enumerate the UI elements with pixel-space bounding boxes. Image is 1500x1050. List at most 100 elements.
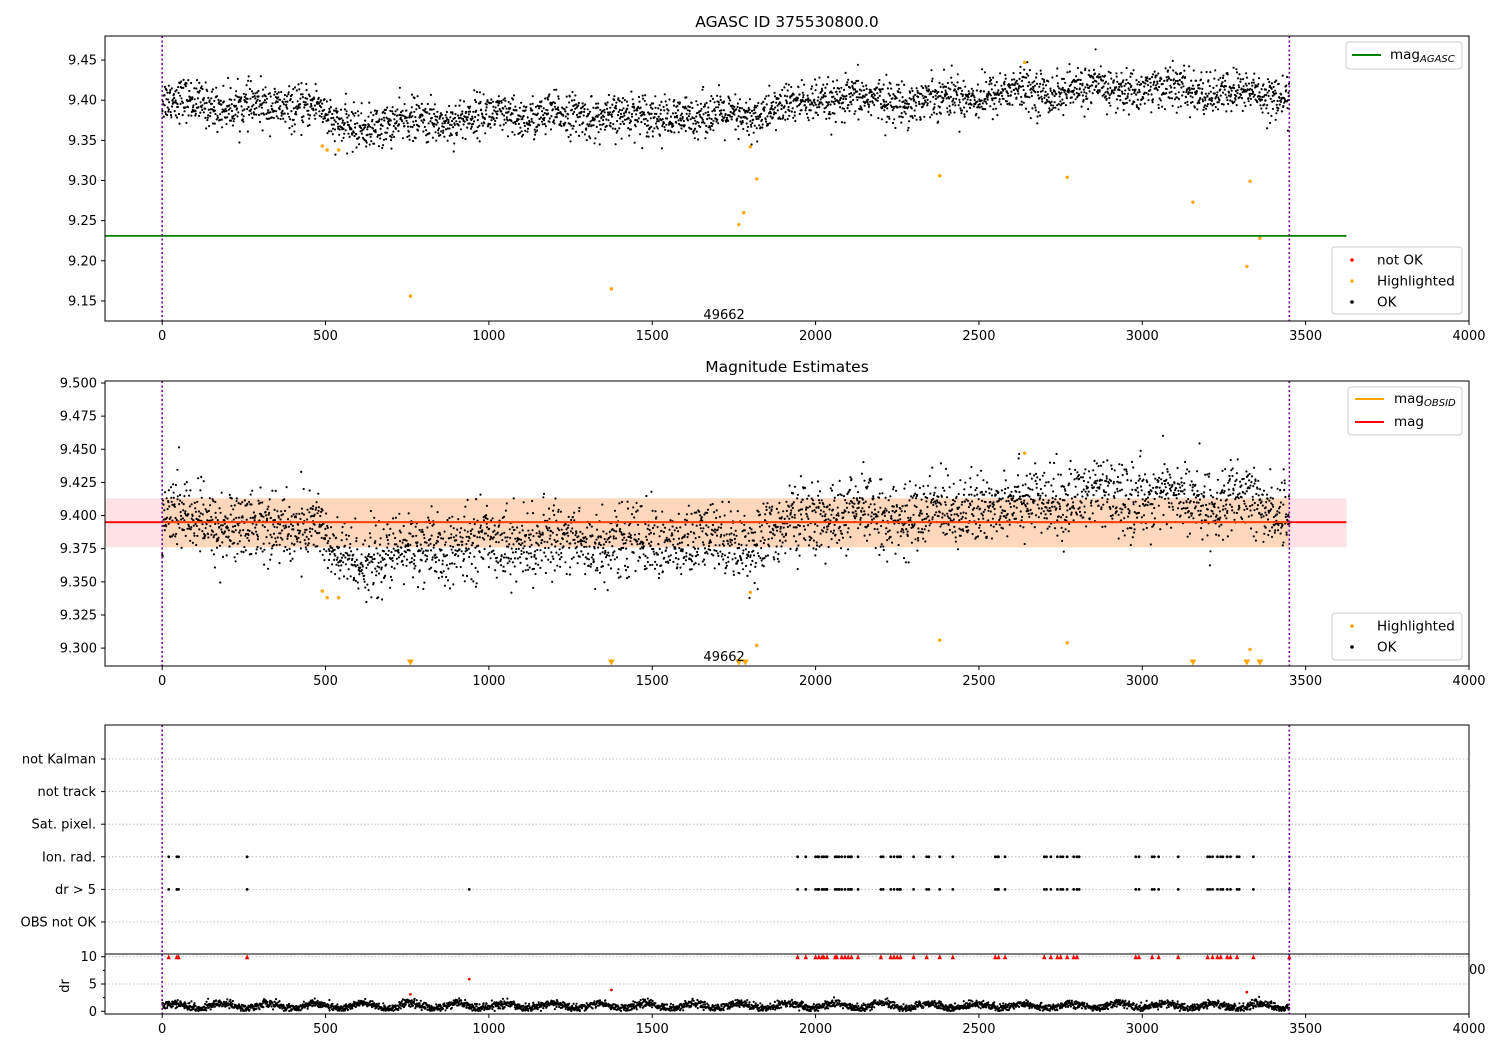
- chart-3-flag-point: [1065, 888, 1069, 891]
- chart-4-marker-triangle: [1071, 954, 1076, 960]
- chart-3-flag-point: [804, 888, 808, 891]
- chart-3-flag-point: [850, 855, 853, 859]
- chart-3-flag-point: [1229, 888, 1232, 891]
- chart-2-legend-point-swatch: [1350, 645, 1354, 649]
- chart-1-xtick-label: 3000: [1126, 329, 1159, 344]
- chart-3-flag-point: [895, 888, 899, 891]
- chart-4-marker-triangle: [849, 954, 854, 960]
- chart-4-marker-triangle: [1002, 954, 1008, 960]
- chart-3-flag-point: [840, 888, 844, 891]
- chart-4-marker-triangle: [1042, 954, 1047, 960]
- chart-3-flag-point: [1221, 888, 1225, 891]
- chart-3-flag-point: [843, 888, 847, 891]
- chart-2-plot: 49662 0 500 1000 1500 2000 2500 3000 3500 4000 9.3…: [60, 376, 1486, 689]
- chart-3-flag-point: [177, 855, 180, 859]
- chart-2-ytick-label: 9.400: [60, 509, 97, 524]
- chart-3-flag-point: [927, 888, 931, 891]
- chart-1-ytick-label: 9.20: [68, 254, 97, 269]
- chart-1-point-highlighted: [1065, 175, 1069, 179]
- chart-3-ytick-label: Ion. rad.: [42, 850, 96, 865]
- chart-3-flag-point: [1237, 888, 1241, 891]
- chart-3-flag-point: [1219, 888, 1223, 891]
- chart-4-marker-triangle: [1133, 954, 1138, 960]
- chart-1-points-legend: [1331, 246, 1463, 315]
- chart-3-flag-point: [1150, 855, 1154, 859]
- chart-4-marker-triangle: [924, 954, 929, 960]
- chart-4-ytick-label: 0: [89, 1005, 97, 1020]
- chart-3-ytick-label: Sat. pixel.: [32, 818, 96, 833]
- chart-2-marker-triangle: [1243, 659, 1251, 666]
- chart-2-point-highlighted: [320, 589, 324, 593]
- chart-3-flag-point: [822, 888, 826, 891]
- chart-3-flag-point: [1219, 855, 1223, 859]
- chart-3-flag-point: [1225, 855, 1229, 859]
- chart-3-flag-point: [835, 855, 839, 859]
- chart-2-xtick-label: 2500: [962, 674, 995, 689]
- chart-3-flag-point: [1206, 888, 1210, 891]
- chart-4-xtick-label: 4000: [1452, 1022, 1485, 1037]
- chart-2-xtick-label: 3500: [1289, 674, 1322, 689]
- chart-4-xtick-label: 2000: [799, 1022, 832, 1037]
- chart-4-series-ok-points: [161, 995, 1291, 1013]
- chart-1-title: AGASC ID 375530800.0: [695, 13, 879, 31]
- chart-3-ytick-label: dr > 5: [55, 883, 96, 898]
- chart-4-ytick-label: 10: [80, 950, 97, 965]
- chart-1-lines-legend: [1345, 41, 1463, 70]
- chart-4-marker-triangle: [1205, 954, 1210, 960]
- chart-3-flag-point: [1235, 855, 1239, 859]
- chart-3-flag-point: [796, 855, 800, 859]
- chart-3-flag-point: [1221, 855, 1225, 859]
- chart-4-xtick-label: 1500: [636, 1022, 669, 1037]
- chart-1-ytick-label: 9.15: [68, 294, 97, 309]
- chart-3-flag-point: [1157, 855, 1161, 859]
- chart-4-marker-triangle: [834, 954, 840, 960]
- chart-3-flag-point: [1137, 855, 1141, 859]
- chart-2-marker-triangle: [607, 659, 615, 666]
- chart-3-flag-point: [1150, 888, 1154, 891]
- chart-4-point-highlighted: [609, 988, 613, 992]
- chart-3-flag-point: [1049, 855, 1053, 859]
- chart-1-annotation: 49662: [703, 308, 744, 323]
- chart-4-marker-triangle: [1149, 954, 1155, 960]
- chart-1-xtick-label: 0: [158, 329, 166, 344]
- chart-2-legend-point-label: OK: [1377, 640, 1398, 656]
- chart-3-flag-point: [835, 888, 839, 891]
- chart-4-marker-triangle: [898, 954, 903, 960]
- chart-1-legend-point-swatch: [1350, 279, 1354, 283]
- chart-3-flag-point: [1049, 888, 1053, 891]
- chart-3-flag-point: [925, 855, 929, 859]
- chart-4-marker-triangle: [166, 954, 171, 960]
- chart-3-flag-point: [1075, 888, 1079, 891]
- chart-3-flag-point: [1176, 888, 1180, 891]
- chart-3-flag-point: [951, 888, 955, 891]
- chart-3-flag-point: [938, 888, 942, 891]
- chart-4-marker-triangle: [795, 954, 800, 960]
- chart-3-flag-point: [1134, 855, 1138, 859]
- chart-4-marker-triangle: [1074, 954, 1080, 960]
- chart-3-flag-point: [1251, 888, 1255, 891]
- chart-2-legend-point-swatch: [1350, 624, 1354, 628]
- chart-2-xtick-label: 0: [158, 674, 166, 689]
- chart-1-point-highlighted: [938, 173, 942, 178]
- chart-4-point-highlighted: [467, 977, 471, 981]
- chart-4-marker-triangle: [888, 954, 893, 960]
- chart-1-xtick-label: 500: [313, 329, 338, 344]
- chart-3-flag-point: [899, 888, 902, 891]
- chart-3-flag-point: [1211, 855, 1214, 859]
- chart-3-flag-point: [856, 855, 860, 859]
- chart-1-frame: [104, 35, 1470, 322]
- chart-1-point-highlighted: [1258, 236, 1262, 241]
- chart-3-flag-point: [846, 855, 850, 859]
- chart-3-flag-point: [881, 855, 885, 859]
- chart-3-flag-point: [1211, 888, 1214, 891]
- chart-2-xtick-label: 3000: [1126, 674, 1159, 689]
- chart-2-legend-line-sub: OBSID: [1424, 398, 1456, 409]
- chart-4-marker-triangle: [1287, 954, 1292, 960]
- chart-3-flag-point: [1075, 855, 1079, 859]
- chart-3-flag-point: [804, 855, 808, 859]
- chart-4-ylabel: dr: [58, 979, 73, 993]
- chart-3-flag-point: [927, 855, 931, 859]
- chart-1-point-highlighted: [1245, 264, 1249, 269]
- chart-2-marker-triangle: [741, 659, 749, 666]
